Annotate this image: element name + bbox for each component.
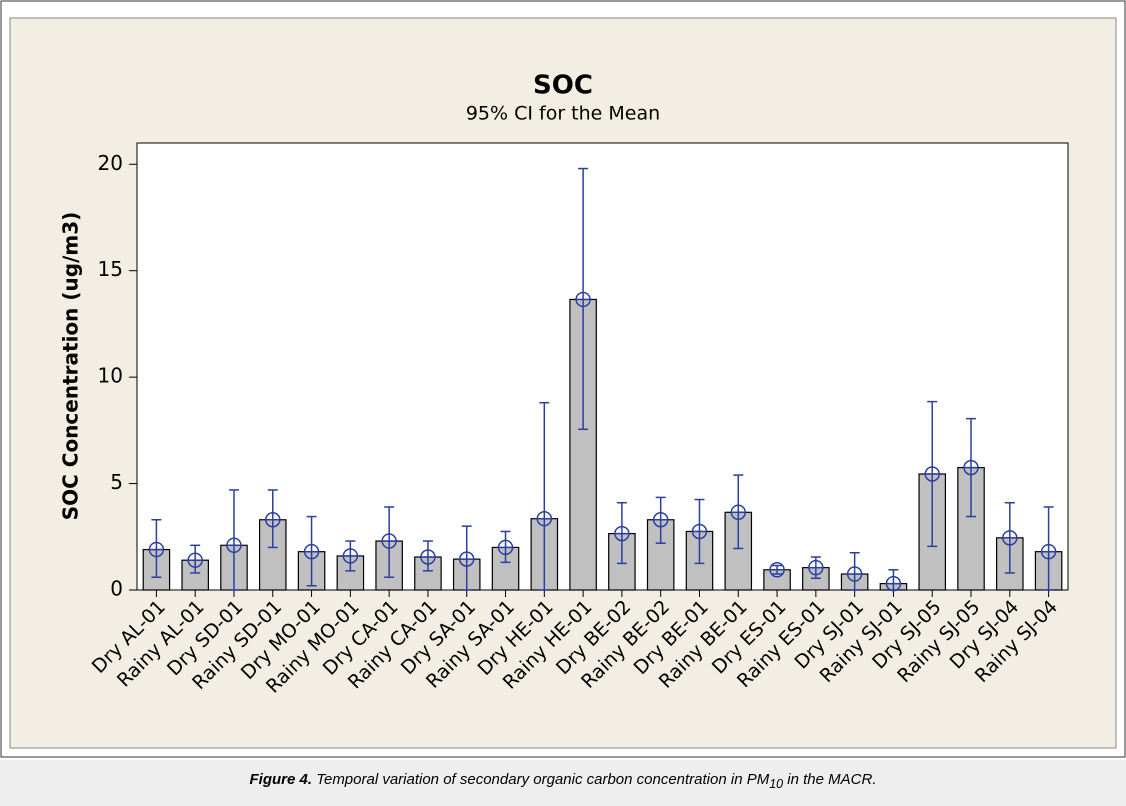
y-tick-label: 10: [98, 364, 123, 388]
y-axis-label: SOC Concentration (ug/m3): [59, 212, 83, 521]
chart-title: SOC: [533, 71, 593, 101]
chart-subtitle: 95% CI for the Mean: [466, 103, 660, 125]
y-tick-label: 20: [98, 151, 123, 175]
chart: SOC 95% CI for the Mean SOC Concentratio…: [0, 0, 1126, 758]
plot-area: [136, 142, 1069, 591]
caption-subscript: 10: [769, 777, 784, 791]
caption-text-end: in the MACR.: [783, 771, 877, 788]
caption-text: Temporal variation of secondary organic …: [316, 771, 770, 788]
y-tick-label: 5: [110, 470, 123, 494]
y-tick-label: 0: [110, 577, 123, 601]
y-tick-label: 15: [98, 257, 123, 281]
caption: Figure 4. Temporal variation of secondar…: [0, 760, 1126, 806]
caption-label: Figure 4.: [249, 771, 313, 788]
